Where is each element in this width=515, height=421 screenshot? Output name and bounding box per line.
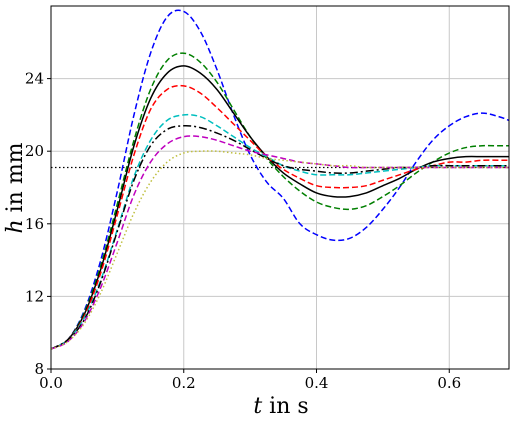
- series-line-2: [50, 52, 509, 350]
- series-line-1: [50, 9, 510, 350]
- y-tick-label: 24: [25, 70, 44, 88]
- x-axis-label-symbol: t: [253, 394, 262, 419]
- x-axis-ticks: 0.0 0.2 0.4 0.6: [39, 369, 461, 392]
- series-line-6: [50, 124, 509, 350]
- y-axis-label-symbol: h: [3, 219, 28, 233]
- x-tick-label: 0.6: [437, 374, 461, 392]
- x-tick-label: 0.2: [172, 374, 196, 392]
- series-line-3: [50, 65, 509, 350]
- x-tick-label: 0.4: [305, 374, 329, 392]
- y-tick-label: 8: [34, 360, 44, 378]
- series-line-4: [50, 84, 509, 350]
- series-line-8: [50, 150, 509, 350]
- y-axis-label-text: in mm: [3, 142, 28, 219]
- y-axis-ticks: 8 12 16 20 24: [25, 70, 51, 378]
- series-line-7: [50, 135, 509, 350]
- series-line-5: [50, 113, 509, 350]
- x-axis-label: t in s: [253, 394, 308, 419]
- x-axis-label-text: in s: [262, 394, 308, 419]
- y-tick-label: 20: [25, 142, 44, 160]
- y-tick-label: 12: [25, 287, 44, 305]
- y-tick-label: 16: [25, 215, 44, 233]
- plot-frame: [50, 5, 510, 370]
- series-layer: [50, 9, 510, 350]
- x-tick-label: 0.0: [39, 374, 63, 392]
- y-axis-label: h in mm: [3, 142, 28, 233]
- grid: [50, 6, 509, 370]
